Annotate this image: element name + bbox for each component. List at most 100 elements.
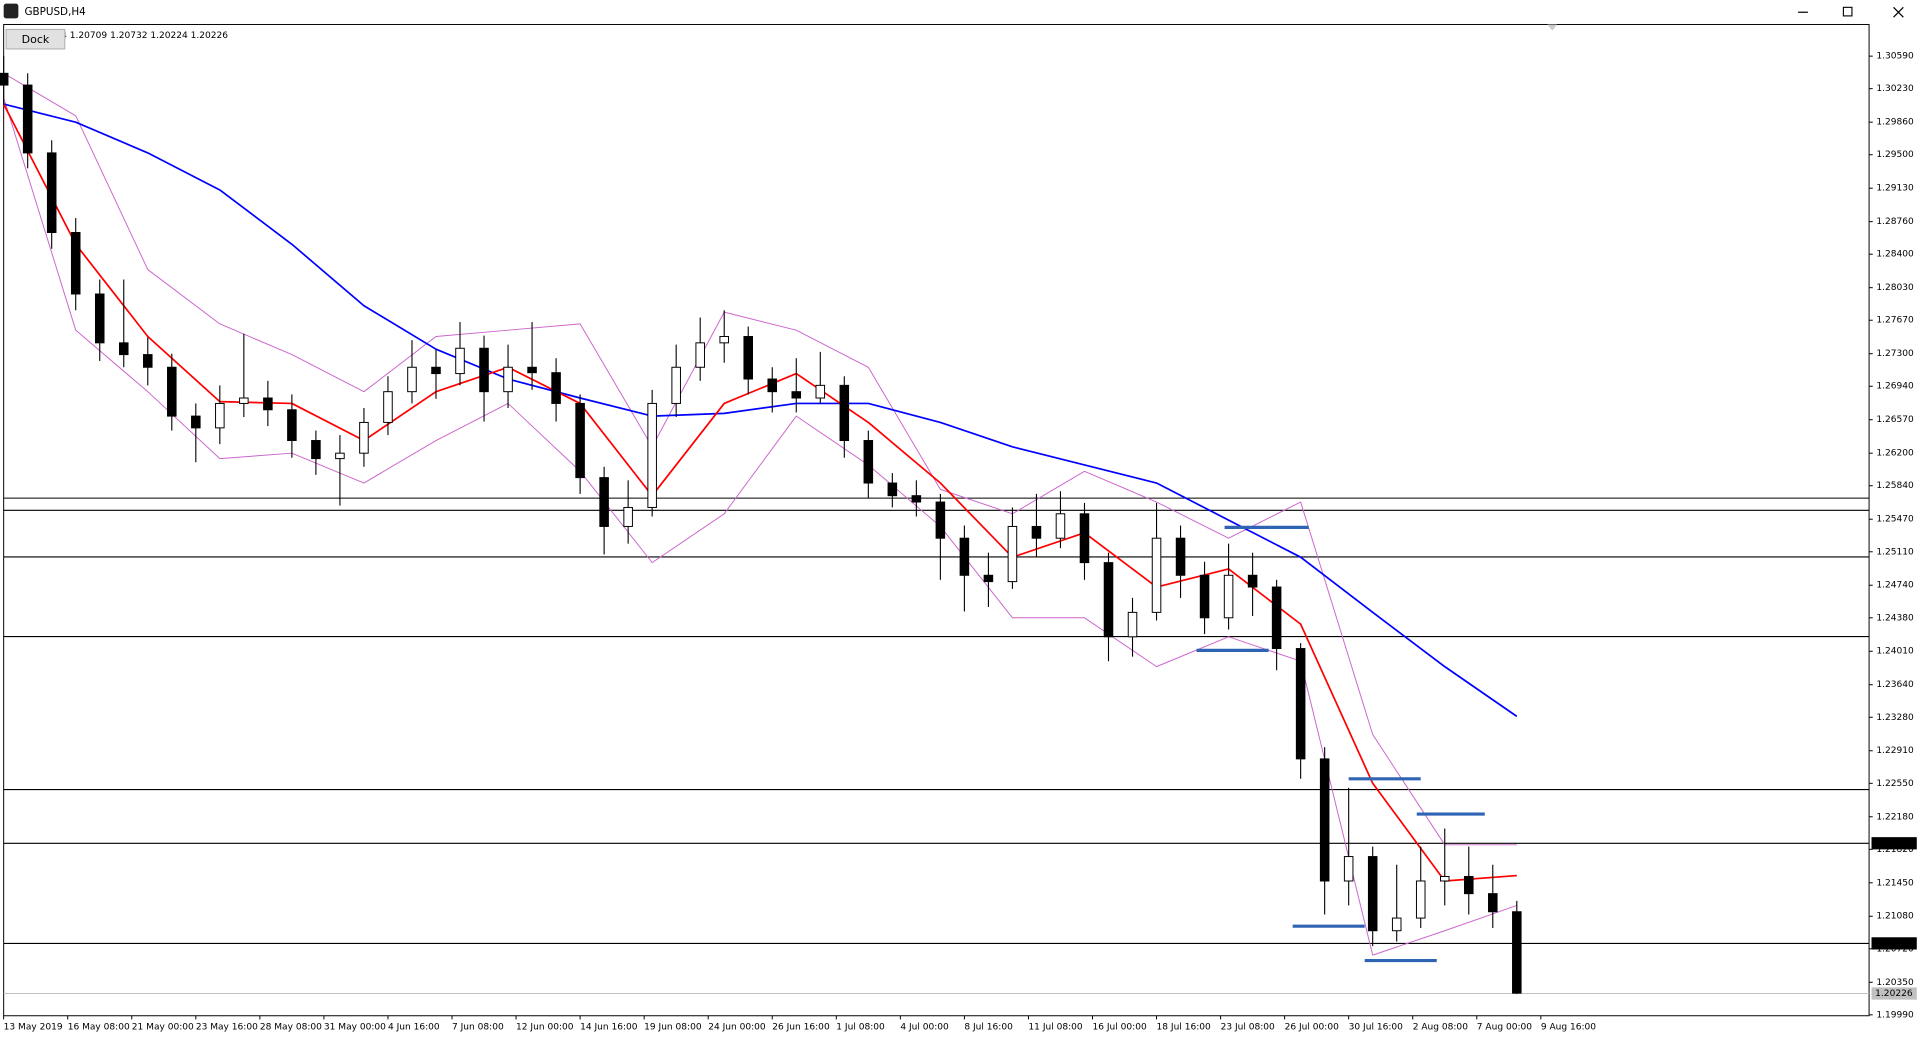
indicator-line [3, 103, 1518, 718]
y-tick-label: 1.24380 [1876, 613, 1914, 623]
candle-body [647, 402, 657, 508]
candle-body [1031, 525, 1042, 539]
candle-body [46, 152, 57, 233]
candle-body [1127, 611, 1138, 638]
price-tag [1871, 937, 1917, 950]
x-tick-label: 19 Jun 08:00 [644, 1022, 702, 1032]
dock-label[interactable]: Dock [22, 33, 50, 46]
y-tick-label: 1.21450 [1876, 878, 1914, 888]
candle-body [70, 232, 81, 295]
candle-body [1103, 562, 1114, 638]
candle-body [671, 366, 681, 404]
indicator-line [2, 103, 1517, 882]
x-tick-label: 23 May 16:00 [196, 1022, 258, 1032]
candle-body [407, 366, 417, 393]
x-tick-label: 23 Jul 08:00 [1221, 1022, 1275, 1032]
candle-body [94, 293, 105, 344]
y-tick-label: 1.24740 [1876, 581, 1914, 591]
candle-body [575, 402, 585, 479]
candle-body [1271, 586, 1282, 650]
candle-body [1343, 856, 1354, 882]
candle-body [839, 384, 850, 442]
price-tag-label: 1.20226 [1875, 989, 1913, 999]
x-tick-label: 31 May 00:00 [324, 1022, 386, 1032]
ohlc-info: 4 1.20709 1.20732 1.20224 1.20226 [61, 31, 228, 41]
candle-body [1415, 880, 1426, 919]
plot-frame [3, 23, 1870, 1017]
candle-body [911, 495, 922, 503]
candle-body [335, 452, 345, 460]
candle-body [1007, 525, 1018, 583]
y-tick-label: 1.25110 [1876, 547, 1914, 557]
candle-body [1512, 911, 1522, 994]
x-tick-label: 4 Jul 00:00 [900, 1022, 949, 1032]
x-tick-label: 16 Jul 00:00 [1092, 1022, 1146, 1032]
price-tag-label: 1.20780 [1875, 939, 1913, 949]
candle-body [743, 336, 753, 380]
y-tick-label: 1.21080 [1876, 912, 1914, 922]
y-tick-label: 1.25470 [1876, 515, 1914, 525]
candle-body [1295, 648, 1306, 760]
y-tick-label: 1.27300 [1876, 349, 1914, 359]
candle-body [1055, 513, 1066, 539]
candle-body [287, 409, 297, 442]
y-tick-label: 1.26570 [1876, 415, 1914, 425]
price-tag [1871, 987, 1917, 1000]
candle-body [1319, 758, 1330, 882]
candle-body [479, 347, 489, 393]
candle-body [1079, 513, 1090, 564]
candle-body [1488, 893, 1498, 913]
y-tick-label: 1.25840 [1876, 481, 1914, 491]
candle-body [695, 342, 705, 368]
candle-body [455, 347, 465, 375]
candle-body [263, 397, 273, 411]
candle-body [383, 391, 393, 423]
x-tick-label: 4 Jun 16:00 [388, 1022, 440, 1032]
x-tick-label: 28 May 08:00 [260, 1022, 322, 1032]
candle-body [767, 378, 778, 393]
dock-button[interactable] [5, 28, 66, 50]
y-tick-label: 1.24010 [1876, 647, 1914, 657]
y-tick-label: 1.19990 [1876, 1010, 1914, 1020]
candle-body [1247, 574, 1258, 588]
candle-body [1439, 875, 1450, 882]
candle-body [863, 440, 874, 484]
restore-button[interactable] [1842, 6, 1853, 17]
y-tick-label: 1.27670 [1876, 316, 1914, 326]
x-tick-label: 14 Jun 16:00 [580, 1022, 638, 1032]
indicator-line [3, 72, 1517, 846]
x-tick-label: 1 Jul 08:00 [836, 1022, 885, 1032]
candle-body [1175, 537, 1186, 576]
title-bar [0, 0, 1918, 24]
candle-body [887, 482, 898, 497]
close-button[interactable] [1893, 6, 1904, 18]
x-tick-label: 7 Jun 08:00 [452, 1022, 504, 1032]
x-tick-label: 26 Jun 16:00 [772, 1022, 830, 1032]
candle-body [118, 342, 129, 356]
candle-body [239, 397, 249, 404]
candle-body [599, 477, 609, 527]
candle-body [791, 391, 802, 399]
y-tick-label: 1.22180 [1876, 812, 1914, 822]
x-tick-label: 18 Jul 16:00 [1157, 1022, 1211, 1032]
x-tick-label: 12 Jun 00:00 [516, 1022, 574, 1032]
candle-body [983, 574, 994, 583]
x-tick-label: 21 May 00:00 [132, 1022, 194, 1032]
candle-body [623, 506, 633, 527]
price-tag [1871, 837, 1917, 850]
chart-shift-marker [1547, 24, 1558, 31]
x-tick-label: 16 May 08:00 [68, 1022, 130, 1032]
candle-body [1367, 856, 1378, 932]
x-tick-label: 2 Aug 08:00 [1413, 1022, 1468, 1032]
candle-body [1223, 574, 1234, 619]
candle-body [959, 537, 970, 576]
x-tick-label: 8 Jul 16:00 [964, 1022, 1013, 1032]
y-tick-label: 1.28030 [1876, 283, 1914, 293]
y-tick-label: 1.22910 [1876, 746, 1914, 756]
y-tick-label: 1.26200 [1876, 449, 1914, 459]
x-tick-label: 24 Jun 00:00 [708, 1022, 766, 1032]
candle-body [22, 84, 33, 154]
candle-body [1464, 875, 1474, 895]
y-tick-label: 1.28400 [1876, 250, 1914, 260]
